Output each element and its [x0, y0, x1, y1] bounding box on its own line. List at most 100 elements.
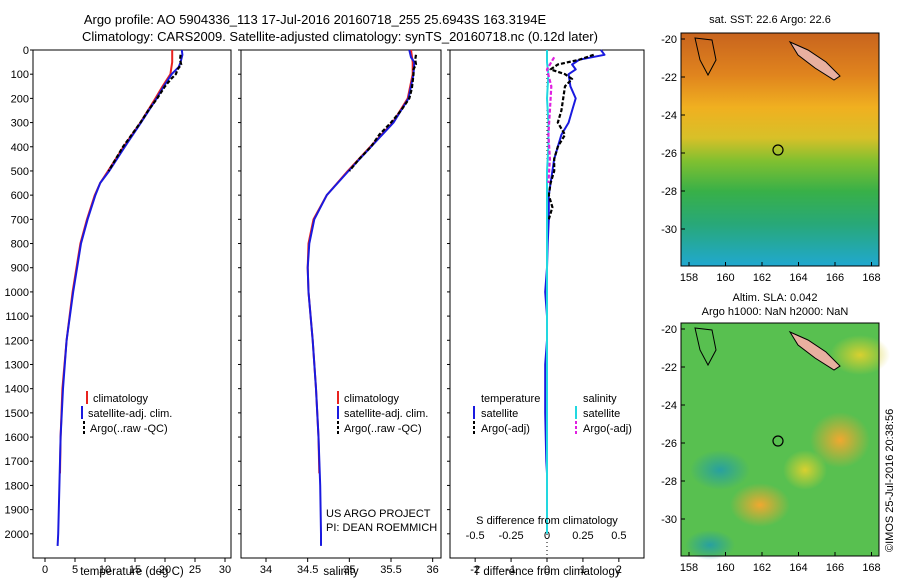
sla-map-title-1: Altim. SLA: 0.042 [733, 292, 818, 304]
header-line-1: Argo profile: AO 5904336_113 17-Jul-2016… [84, 12, 547, 27]
depth-tick-label: 100 [11, 69, 29, 81]
sla-map-title-2: Argo h1000: NaN h2000: NaN [702, 306, 849, 318]
salinity-legend: climatology satellite-adj. clim. Argo(..… [337, 391, 428, 435]
depth-tick-label: 1300 [5, 359, 29, 371]
x-tick-label: 34 [260, 564, 272, 576]
sst-map-frame [680, 32, 880, 267]
series-line-argo-raw-qc- [348, 54, 418, 172]
sla-anomaly [690, 450, 750, 490]
legend-label: Argo(-adj) [583, 423, 632, 435]
depth-tick-label: 800 [11, 239, 29, 251]
map-lon-label: 166 [826, 272, 844, 284]
map-lon-label: 158 [680, 272, 698, 284]
x-tick-label: 35 [343, 564, 355, 576]
legend-label: climatology [93, 393, 149, 405]
map-lat-label: -24 [661, 110, 677, 122]
map-lat-label: -20 [661, 324, 677, 336]
map-lon-label: 160 [716, 562, 734, 574]
t-difference-axis-label: T difference from climatology [473, 566, 620, 578]
legend-label: Argo(..raw -QC) [344, 423, 422, 435]
s-tick-label: -0.25 [499, 530, 524, 542]
sla-anomaly [830, 335, 890, 375]
temperature-axis-label: temperature (deg C) [80, 566, 184, 578]
map-lon-label: 160 [716, 272, 734, 284]
depth-tick-label: 300 [11, 118, 29, 130]
coastline [694, 327, 717, 367]
sla-map-frame [680, 322, 880, 557]
s-tick-label: 0 [544, 530, 550, 542]
depth-tick-label: 1700 [5, 456, 29, 468]
map-lon-label: 164 [789, 562, 807, 574]
legend-label: climatology [344, 393, 400, 405]
map-lat-label: -30 [661, 514, 677, 526]
x-tick-label: 0 [544, 564, 550, 576]
legend-label: satellite [481, 408, 518, 420]
depth-tick-label: 1200 [5, 335, 29, 347]
x-tick-label: 0 [42, 564, 48, 576]
project-label: US ARGO PROJECT [326, 508, 431, 520]
depth-tick-label: 1100 [5, 311, 29, 323]
depth-tick-label: 1000 [5, 287, 29, 299]
sla-anomaly [783, 450, 827, 490]
depth-tick-label: 1500 [5, 408, 29, 420]
series-line-argo-raw-qc- [107, 54, 183, 172]
argo-location-marker [772, 144, 784, 156]
series-line-s-argo-adj- [545, 56, 556, 184]
map-lon-label: 158 [680, 562, 698, 574]
map-lon-label: 168 [862, 562, 880, 574]
x-tick-label: 15 [129, 564, 141, 576]
legend-label: Argo(-adj) [481, 423, 530, 435]
legend-title-salinity: salinity [583, 393, 617, 405]
depth-tick-label: 0 [23, 45, 29, 57]
x-tick-label: -2 [470, 564, 480, 576]
sst-map [680, 32, 880, 267]
legend-title-temperature: temperature [481, 393, 540, 405]
series-line-satellite-adj-clim- [56, 49, 184, 546]
x-tick-label: 25 [189, 564, 201, 576]
s-tick-label: 0.25 [572, 530, 593, 542]
profile-plots: 0 5 10 15 20 25 30 34 34.5 35 35.5 36 -2 -1 0 1 2 -0.5 -0.… [5, 45, 627, 576]
legend-label: Argo(..raw -QC) [90, 423, 168, 435]
x-tick-label: 34.5 [297, 564, 318, 576]
depth-tick-label: 1400 [5, 384, 29, 396]
sla-anomaly [685, 530, 735, 560]
argo-location-marker [772, 435, 784, 447]
legend-label: satellite-adj. clim. [344, 408, 428, 420]
coastline [694, 37, 717, 77]
x-tick-label: 1 [580, 564, 586, 576]
sla-anomaly [730, 483, 790, 527]
map-lon-label: 162 [753, 272, 771, 284]
new-caledonia-island [788, 40, 841, 81]
depth-tick-label: 1900 [5, 505, 29, 517]
depth-tick-label: 700 [11, 214, 29, 226]
credit-label: ©IMOS 25-Jul-2016 20:38:56 [884, 409, 896, 552]
map-lat-label: -24 [661, 400, 677, 412]
s-difference-axis-label: S difference from climatology [476, 515, 618, 527]
map-lon-label: 166 [826, 562, 844, 574]
x-tick-label: 2 [616, 564, 622, 576]
map-lon-label: 162 [753, 562, 771, 574]
x-tick-label: 36 [427, 564, 439, 576]
x-tick-label: 35.5 [380, 564, 401, 576]
map-lon-label: 168 [862, 272, 880, 284]
map-lat-label: -26 [661, 148, 677, 160]
sst-map-title: sat. SST: 22.6 Argo: 22.6 [709, 14, 831, 26]
x-tick-label: -1 [506, 564, 516, 576]
temperature-legend: climatology satellite-adj. clim. Argo(..… [81, 391, 172, 435]
map-lat-label: -22 [661, 72, 677, 84]
map-lat-label: -28 [661, 476, 677, 488]
s-tick-label: 0.5 [611, 530, 626, 542]
depth-tick-label: 200 [11, 93, 29, 105]
legend-label: satellite-adj. clim. [88, 408, 172, 420]
series-line-s-satellite [546, 50, 550, 534]
depth-tick-label: 400 [11, 142, 29, 154]
map-lon-label: 164 [789, 272, 807, 284]
depth-tick-label: 1600 [5, 432, 29, 444]
legend-label: satellite [583, 408, 620, 420]
series-line-t-argo-adj- [547, 53, 595, 220]
new-caledonia-island [788, 330, 841, 371]
map-lat-label: -22 [661, 362, 677, 374]
map-lat-label: -30 [661, 224, 677, 236]
x-tick-label: 30 [219, 564, 231, 576]
